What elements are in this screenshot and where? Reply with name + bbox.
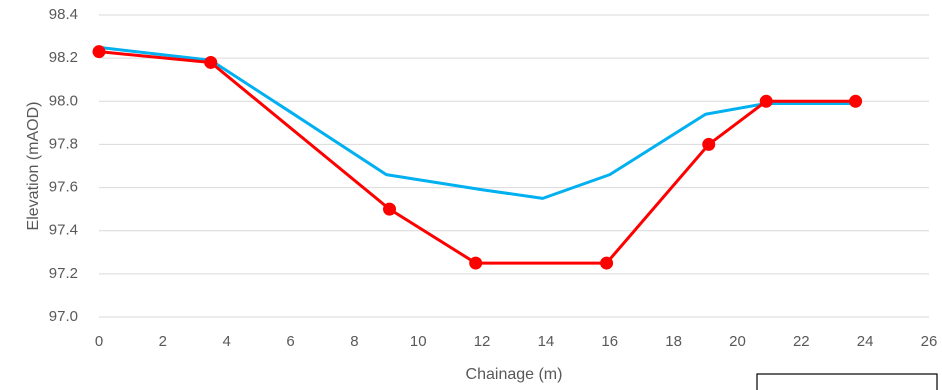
series-1-point-7 bbox=[849, 94, 863, 108]
series-1-point-5 bbox=[702, 137, 716, 151]
x-tick-label: 20 bbox=[729, 333, 746, 350]
legend-box bbox=[756, 373, 938, 390]
x-axis-ticks: 0 2 4 6 8 10 12 14 16 18 20 22 24 26 bbox=[95, 333, 938, 350]
y-axis-ticks: 97.0 97.2 97.4 97.6 97.8 98.0 98.2 98.4 bbox=[49, 6, 78, 325]
y-tick-label: 98.0 bbox=[49, 92, 78, 109]
y-tick-label: 97.0 bbox=[49, 308, 78, 325]
y-tick-label: 97.6 bbox=[49, 179, 78, 196]
x-tick-label: 14 bbox=[538, 333, 555, 350]
y-tick-label: 97.2 bbox=[49, 265, 78, 282]
y-axis-title: Elevation (mAOD) bbox=[25, 102, 42, 231]
y-tick-label: 98.4 bbox=[49, 6, 78, 23]
x-tick-label: 26 bbox=[921, 333, 938, 350]
series-1-point-0 bbox=[92, 45, 106, 59]
gridlines bbox=[99, 14, 929, 318]
x-tick-label: 0 bbox=[95, 333, 103, 350]
x-tick-label: 6 bbox=[286, 333, 294, 350]
series-line-0 bbox=[97, 45, 858, 200]
series-line-1 bbox=[97, 50, 858, 265]
x-tick-label: 4 bbox=[223, 333, 231, 350]
series-1-point-2 bbox=[383, 202, 396, 216]
y-tick-label: 97.8 bbox=[49, 135, 78, 152]
x-tick-label: 18 bbox=[665, 333, 682, 350]
series-1-point-3 bbox=[469, 256, 483, 270]
x-tick-label: 8 bbox=[350, 333, 358, 350]
series-1-point-4 bbox=[600, 256, 614, 270]
series-1-point-6 bbox=[759, 94, 773, 108]
x-tick-label: 16 bbox=[601, 333, 618, 350]
y-tick-label: 97.4 bbox=[49, 222, 78, 239]
y-tick-label: 98.2 bbox=[49, 49, 78, 66]
x-axis-title: Chainage (m) bbox=[466, 366, 563, 383]
x-tick-label: 24 bbox=[857, 333, 874, 350]
series-group bbox=[92, 45, 863, 270]
x-tick-label: 10 bbox=[410, 333, 427, 350]
series-1-point-1 bbox=[204, 55, 218, 69]
x-tick-label: 12 bbox=[474, 333, 491, 350]
x-tick-label: 2 bbox=[159, 333, 167, 350]
x-tick-label: 22 bbox=[793, 333, 810, 350]
